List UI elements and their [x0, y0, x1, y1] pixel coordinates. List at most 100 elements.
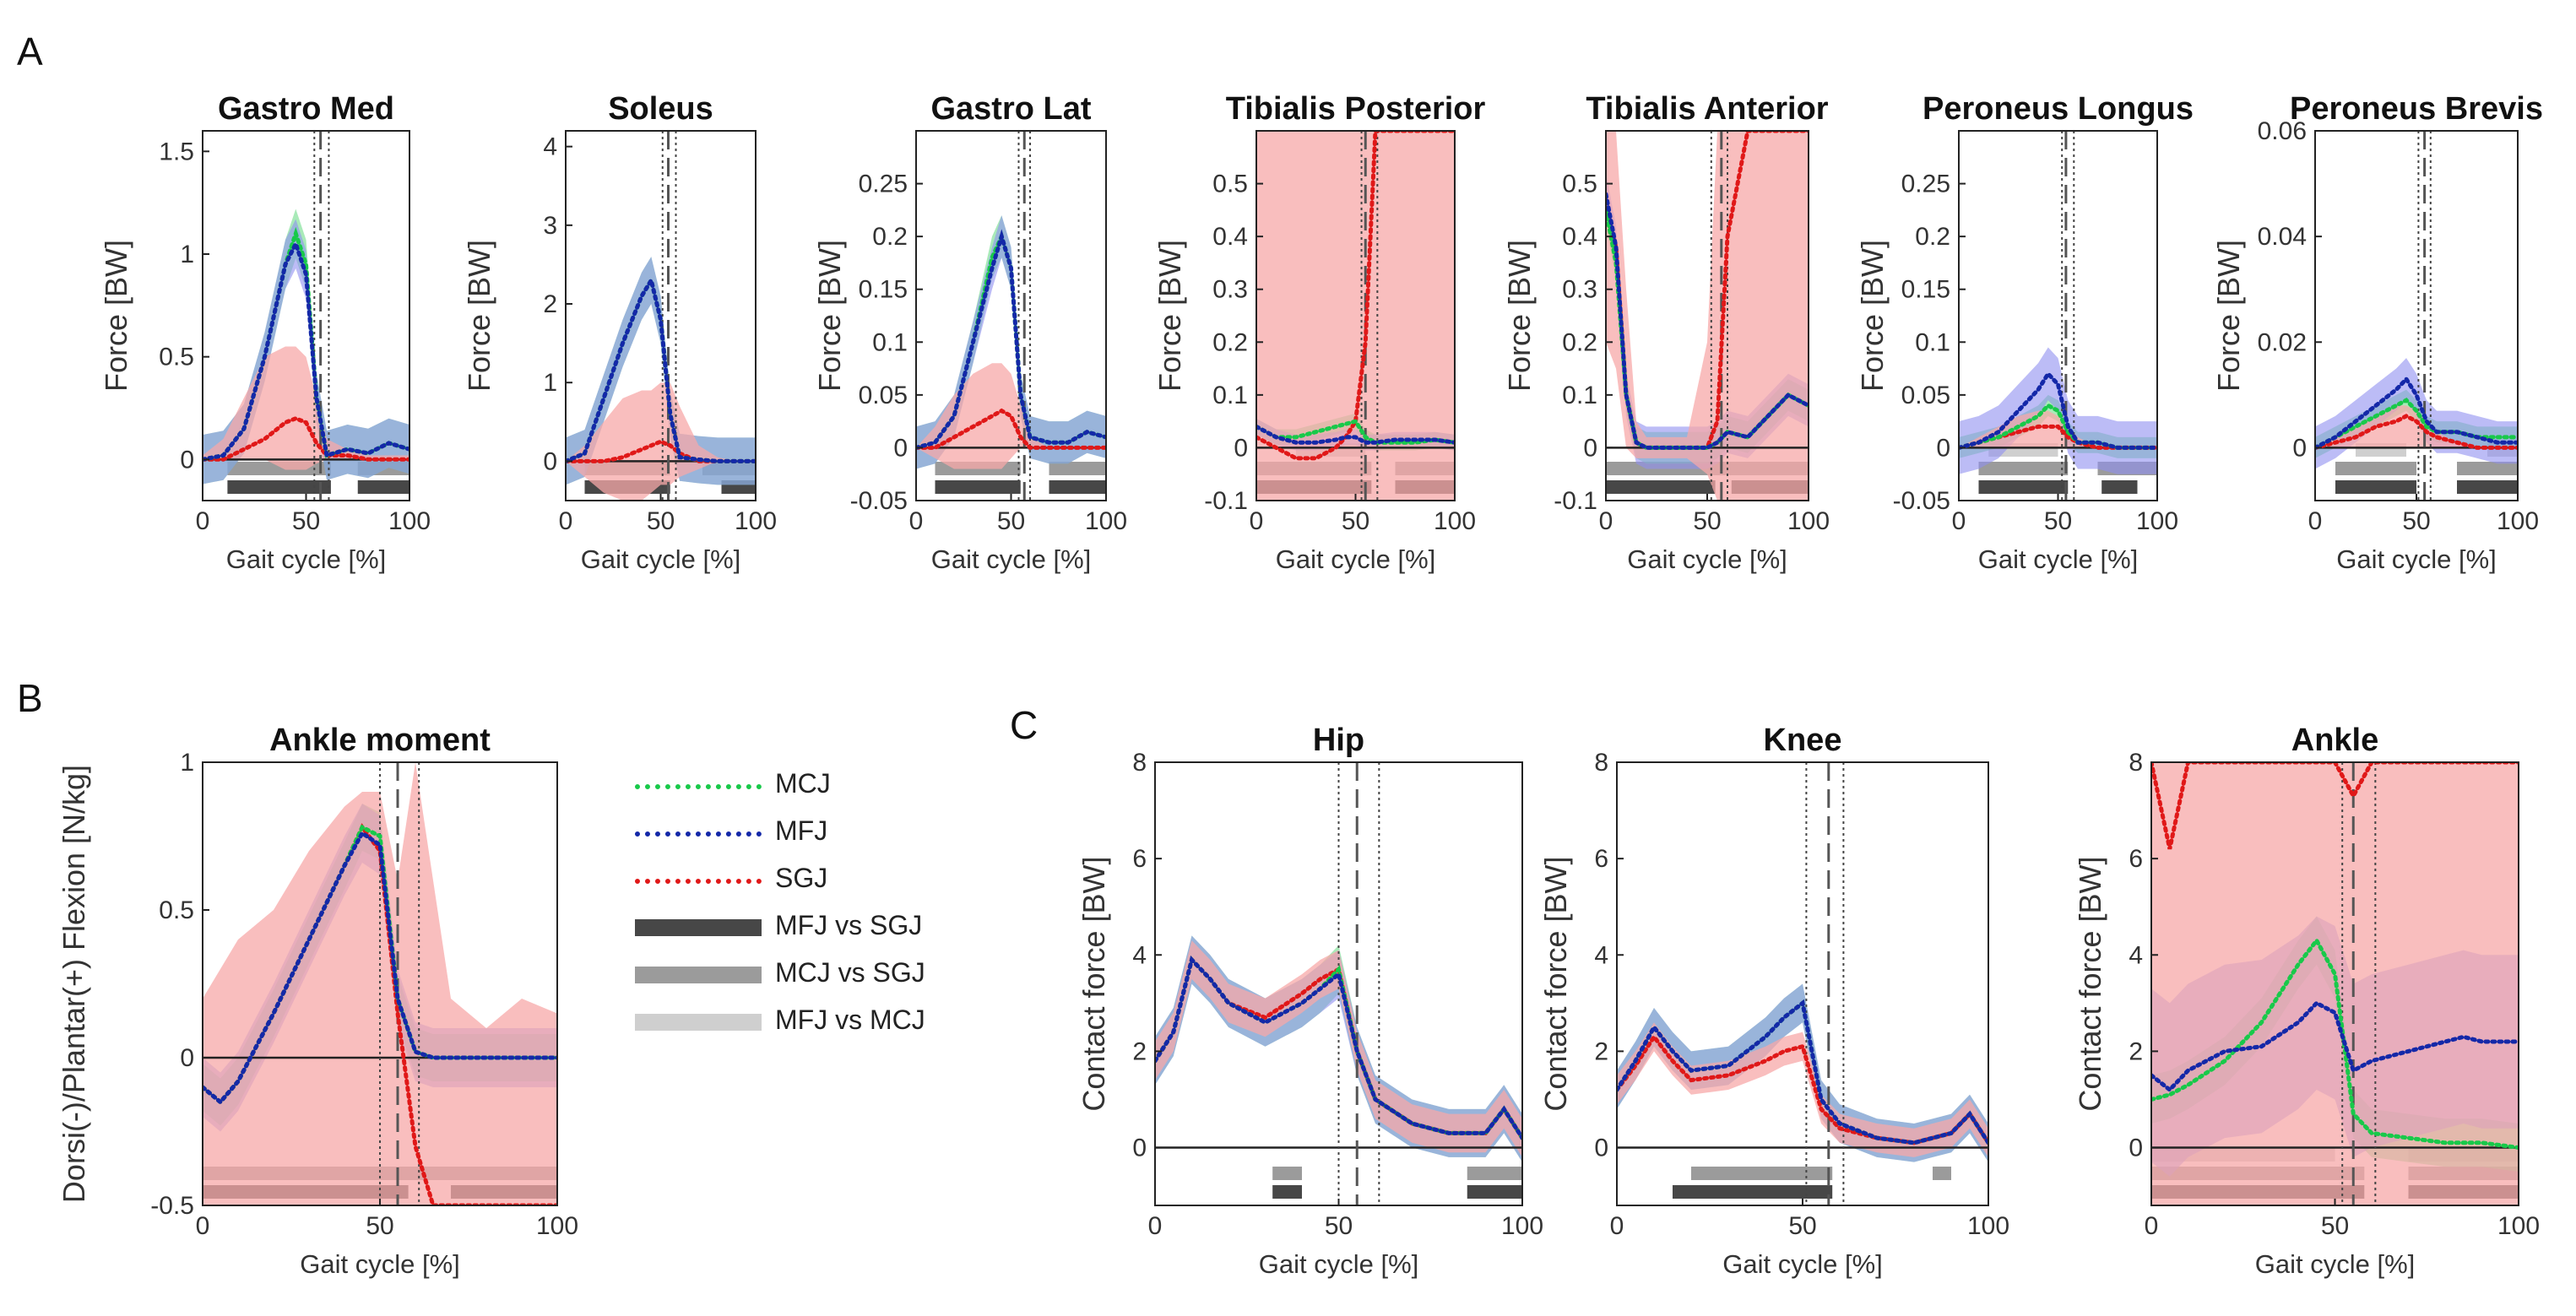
- legend-swatch: [635, 919, 762, 936]
- x-tick-label: 100: [2497, 1212, 2540, 1240]
- y-tick-label: 8: [1132, 749, 1147, 777]
- y-tick-label: 1.5: [159, 138, 194, 165]
- x-tick-label: 100: [1787, 507, 1830, 535]
- sig-bar-mfj-vs-sgj: [357, 480, 409, 494]
- y-tick-label: 4: [2129, 941, 2143, 969]
- x-tick-label: 100: [1501, 1212, 1543, 1240]
- series-line-mfj: [2315, 376, 2518, 450]
- x-axis-label: Gait cycle [%]: [300, 1249, 460, 1279]
- y-tick-label: 0: [893, 434, 908, 462]
- y-tick-label: 0.5: [159, 344, 194, 371]
- series-line-mcj: [2151, 936, 2519, 1150]
- sig-bar-mfj-vs-sgj: [2457, 480, 2518, 494]
- plot-area: [1155, 762, 1522, 1205]
- x-tick-label: 100: [536, 1212, 578, 1240]
- y-tick-label: 0.5: [1562, 171, 1597, 198]
- y-tick-label: 0.02: [2258, 328, 2307, 356]
- legend-swatch: [635, 784, 762, 789]
- plot-area: [1959, 131, 2157, 501]
- x-tick-label: 50: [2321, 1212, 2349, 1240]
- legend-item-mfj-vs-sgj: MFJ vs SGJ: [625, 906, 996, 953]
- sig-bar-mcj-vs-sgj: [1691, 1167, 1833, 1180]
- chart-knee: 0 50 100 0 2 4 6 8 Knee Gait cycle [%] Contact for…: [1538, 723, 2009, 1279]
- legend-label: MCJ: [775, 768, 831, 799]
- x-tick-label: 100: [388, 507, 431, 535]
- chart-title: Knee: [1764, 723, 1842, 758]
- y-axis-label: Contact force [BW]: [2073, 856, 2107, 1111]
- y-tick-label: 0.2: [1915, 223, 1950, 251]
- y-tick-label: 6: [1594, 845, 1608, 873]
- y-tick-label: 2: [2129, 1037, 2143, 1065]
- x-tick-label: 0: [196, 507, 210, 535]
- y-tick-label: 0.06: [2258, 117, 2307, 145]
- y-tick-label: 1: [543, 369, 557, 397]
- legend-label: MFJ vs SGJ: [775, 910, 923, 940]
- y-tick-label: 8: [1594, 749, 1608, 777]
- y-axis-label: Dorsi(-)/Plantar(+) Flexion [N/kg]: [57, 765, 91, 1203]
- legend-label: MFJ: [775, 815, 828, 846]
- y-tick-label: 0: [1583, 434, 1597, 462]
- chart-title: Hip: [1313, 723, 1364, 758]
- sig-bar-mfj-vs-sgj: [1049, 480, 1106, 494]
- series-line-mfj: [203, 830, 557, 1105]
- y-tick-label: 0.05: [859, 382, 908, 409]
- y-tick-label: -0.1: [1554, 487, 1597, 515]
- y-tick-label: 0.04: [2258, 223, 2307, 251]
- x-tick-label: 0: [1599, 507, 1613, 535]
- x-tick-label: 0: [1952, 507, 1966, 535]
- x-tick-label: 50: [2044, 507, 2072, 535]
- y-axis-label: Force [BW]: [2211, 240, 2246, 392]
- y-axis-label: Force [BW]: [1855, 240, 1890, 392]
- x-tick-label: 50: [1325, 1212, 1353, 1240]
- series-line-mfj: [1959, 370, 2157, 450]
- x-tick-label: 100: [1967, 1212, 2009, 1240]
- y-axis-label: Force [BW]: [1502, 240, 1537, 392]
- sig-bar-mcj-vs-sgj: [1272, 1167, 1302, 1180]
- chart-title: Tibialis Posterior: [1226, 91, 1486, 127]
- x-axis-label: Gait cycle [%]: [581, 544, 741, 574]
- legend: MCJ MFJ SGJ MFJ vs SGJ MCJ vs SGJ MFJ vs MCJ: [625, 764, 996, 1048]
- plot-area: [2151, 762, 2519, 1205]
- band-sgj: [1256, 131, 1455, 501]
- y-tick-label: 0: [180, 1044, 194, 1072]
- chart-title: Peroneus Longus: [1923, 91, 2194, 127]
- y-tick-label: 0.3: [1212, 276, 1248, 304]
- chart-ankle: 0 50 100 0 2 4 6 8 Ankle Gait cycle [%] Contact fo…: [2073, 723, 2540, 1279]
- x-tick-label: 0: [196, 1212, 210, 1240]
- legend-item-mfj: MFJ: [625, 811, 996, 858]
- x-tick-label: 50: [647, 507, 675, 535]
- y-tick-label: 0: [2292, 434, 2307, 462]
- y-tick-label: 8: [2129, 749, 2143, 777]
- plot-area: [566, 131, 756, 501]
- y-tick-label: 6: [1132, 845, 1147, 873]
- series-line-sgj: [2315, 414, 2518, 450]
- sig-bar-mcj-vs-sgj: [2335, 462, 2416, 475]
- x-tick-label: 50: [1693, 507, 1721, 535]
- y-tick-label: -0.1: [1204, 487, 1248, 515]
- y-tick-label: 0.1: [1915, 328, 1950, 356]
- x-tick-label: 0: [1610, 1212, 1624, 1240]
- y-axis-label: Force [BW]: [462, 240, 496, 392]
- y-tick-label: 1: [180, 241, 194, 268]
- sig-bar-mfj-vs-sgj: [1673, 1185, 1833, 1199]
- band-sgj: [203, 762, 557, 1205]
- legend-item-mfj-vs-mcj: MFJ vs MCJ: [625, 1000, 996, 1048]
- band-sgj: [203, 346, 409, 470]
- x-axis-label: Gait cycle [%]: [226, 544, 387, 574]
- y-tick-label: 4: [1132, 941, 1147, 969]
- y-tick-label: 2: [1132, 1037, 1147, 1065]
- chart-title: Gastro Lat: [930, 91, 1091, 127]
- x-axis-label: Gait cycle [%]: [931, 544, 1092, 574]
- series-line-mfj: [1617, 999, 1988, 1145]
- x-tick-label: 100: [1434, 507, 1476, 535]
- band-sgj: [1606, 131, 1809, 501]
- band-sgj: [2315, 405, 2518, 448]
- x-axis-label: Gait cycle [%]: [1627, 544, 1787, 574]
- y-tick-label: 0: [1936, 434, 1950, 462]
- legend-label: MCJ vs SGJ: [775, 957, 925, 988]
- plot-area: [2315, 131, 2518, 501]
